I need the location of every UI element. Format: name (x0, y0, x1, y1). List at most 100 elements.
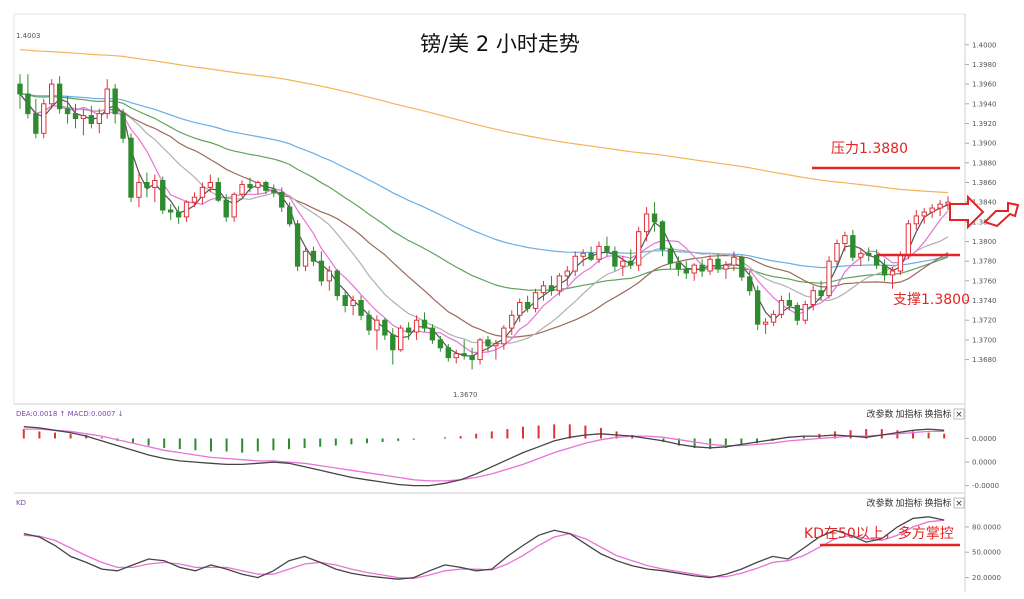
price-tick-label: 1.3980 (972, 61, 997, 69)
macd-edit-params-button[interactable]: 改参数 (866, 408, 893, 420)
macd-switch-indicator-button[interactable]: 换指标 (924, 408, 951, 420)
candle-body (390, 334, 396, 351)
candle-body (88, 115, 95, 124)
ma10-line (19, 93, 949, 353)
candle-body (33, 113, 39, 134)
candle-body (850, 235, 856, 258)
price-axis-ticks: 1.4000 1.3980 1.3960 1.3940 1.3920 1.3900 1.38… (965, 41, 997, 364)
candle-body (794, 304, 801, 321)
macd-close-icon[interactable]: × (955, 410, 963, 420)
macd-series (22, 424, 946, 487)
candle-body (834, 242, 840, 262)
candle-body (366, 314, 372, 331)
ma5-line (19, 93, 949, 357)
candle-body (517, 302, 523, 316)
price-tick-label: 1.3960 (972, 81, 997, 89)
candle-body (302, 250, 309, 267)
candle-body (604, 245, 610, 252)
candle-body (612, 250, 618, 267)
candle-body (136, 181, 142, 198)
kd-tick-label: 20.0000 (972, 574, 1001, 582)
candle-body (889, 270, 896, 276)
candle-body (540, 285, 547, 294)
candle-body (532, 292, 539, 309)
candle-body (350, 300, 356, 306)
kd-close-icon[interactable]: × (955, 499, 963, 509)
kd-close-box[interactable] (953, 497, 965, 509)
price-tick-label: 1.3740 (972, 297, 997, 305)
candle-body (564, 270, 570, 277)
candle-body (255, 181, 261, 188)
candle-body (762, 321, 769, 325)
kd-add-indicator-button[interactable]: 加指标 (895, 497, 922, 509)
candle-body (41, 103, 47, 134)
candle-body (873, 254, 880, 266)
candle-body (334, 270, 340, 297)
candle-body (707, 258, 713, 272)
macd-close-box[interactable] (953, 408, 965, 420)
candle-body (628, 260, 634, 266)
candle-body (342, 295, 348, 306)
candle-body (485, 339, 491, 347)
support-label: 支撑1.3800 (893, 292, 970, 308)
price-tick-label: 1.3880 (972, 159, 997, 167)
candle-body (747, 276, 753, 292)
price-tick-label: 1.3920 (972, 120, 997, 128)
candle-body (191, 196, 198, 203)
candle-body (929, 207, 935, 213)
macd-tick-label: -0.0000 (972, 482, 999, 490)
macd-header: DEA:0.0018 ↑ MACD:0.0007 ↓ (16, 410, 124, 418)
candle-body (17, 83, 23, 95)
kd-annotation: KD在50以上，多方掌控 (804, 525, 954, 542)
kd-switch-indicator-button[interactable]: 换指标 (924, 497, 951, 509)
kd-axis-ticks: 80.0000 50.0000 20.0000 (965, 523, 1001, 582)
candle-body (231, 193, 237, 218)
macd-add-indicator-button[interactable]: 加指标 (895, 408, 922, 420)
ma250-line (19, 49, 949, 194)
candle-body (183, 201, 190, 218)
ma120-line (19, 93, 949, 269)
candle-body (160, 180, 166, 211)
ma20-line (19, 93, 949, 345)
candle-body (421, 319, 428, 329)
candle-body (461, 353, 467, 357)
candle-body (247, 183, 253, 188)
candle-body (326, 270, 333, 282)
kd-edit-params-button[interactable]: 改参数 (866, 497, 893, 509)
candle-body (635, 231, 642, 266)
candle-body (207, 181, 214, 188)
candle-body (778, 300, 785, 315)
candle-body (580, 252, 586, 257)
candle-body (770, 313, 777, 323)
candle-body (104, 88, 110, 115)
candle-body (858, 252, 864, 258)
candle-body (405, 327, 412, 333)
candle-body (754, 290, 761, 325)
candle-body (199, 186, 206, 198)
candle-body (937, 203, 943, 209)
candle-body (72, 113, 79, 120)
candle-body (25, 93, 31, 115)
price-tick-label: 1.3700 (972, 336, 997, 344)
candle-body (286, 206, 293, 225)
candle-body (683, 268, 689, 274)
candle-body (477, 339, 483, 361)
candle-body (731, 256, 737, 266)
price-tick-label: 1.3780 (972, 258, 997, 266)
candle-body (699, 264, 705, 272)
candle-body (445, 347, 451, 359)
price-tick-label: 1.3760 (972, 277, 997, 285)
candle-body (453, 353, 459, 359)
candle-body (802, 303, 808, 321)
macd-tick-label: 0.0000 (972, 459, 997, 467)
candle-body (215, 181, 221, 201)
candle-body (429, 327, 436, 341)
candle-body (509, 314, 515, 329)
candle-body (437, 339, 444, 349)
macd-dea-line (23, 428, 945, 482)
candle-body (723, 264, 729, 270)
candle-body (310, 250, 317, 262)
price-tick-label: 1.3840 (972, 199, 997, 207)
candle-body (120, 113, 126, 139)
